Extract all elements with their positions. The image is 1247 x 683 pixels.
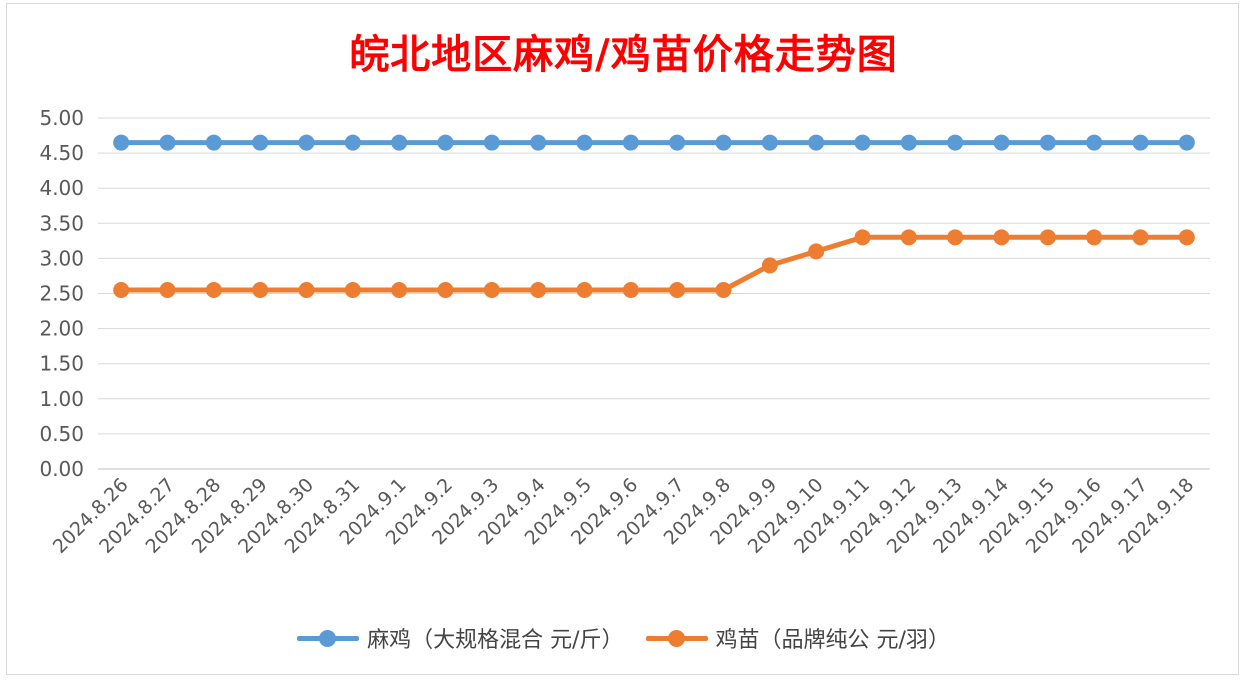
data-point-series-2 [159,281,176,298]
data-point-series-2 [669,281,686,298]
y-tick-label: 2.50 [39,282,84,306]
data-point-series-2 [947,229,964,246]
legend: 麻鸡（大规格混合 元/斤） 鸡苗（品牌纯公 元/羽） [0,622,1247,654]
data-point-series-2 [1086,229,1103,246]
data-point-series-1 [761,134,778,151]
data-point-series-1 [113,134,130,151]
data-point-series-1 [947,134,964,151]
y-tick-label: 0.00 [39,457,84,481]
legend-label-series-1: 麻鸡（大规格混合 元/斤） [367,628,624,653]
data-point-series-1 [159,134,176,151]
data-point-series-2 [715,281,732,298]
data-point-series-2 [205,281,222,298]
data-point-series-2 [761,257,778,274]
data-point-series-1 [344,134,361,151]
data-point-series-1 [483,134,500,151]
data-point-series-2 [808,243,825,260]
data-point-series-2 [900,229,917,246]
data-point-series-2 [1039,229,1056,246]
legend-label-series-2: 鸡苗（品牌纯公 元/羽） [715,628,950,653]
legend-marker-series-2 [645,627,708,649]
y-tick-label: 0.50 [39,422,84,446]
data-point-series-2 [530,281,547,298]
y-tick-label: 4.50 [39,141,84,165]
data-point-series-2 [483,281,500,298]
data-point-series-2 [344,281,361,298]
data-point-series-1 [576,134,593,151]
data-point-series-1 [391,134,408,151]
legend-item-series-2: 鸡苗（品牌纯公 元/羽） [645,622,950,654]
y-tick-label: 1.00 [39,387,84,411]
data-point-series-1 [900,134,917,151]
data-point-series-1 [715,134,732,151]
data-point-series-1 [622,134,639,151]
data-point-series-2 [437,281,454,298]
data-point-series-2 [391,281,408,298]
data-point-series-1 [252,134,269,151]
data-point-series-1 [298,134,315,151]
data-point-series-1 [1132,134,1149,151]
y-tick-label: 3.50 [39,211,84,235]
y-tick-label: 5.00 [39,106,84,130]
data-point-series-2 [854,229,871,246]
data-point-series-2 [993,229,1010,246]
y-tick-label: 3.00 [39,246,84,270]
legend-marker-series-1 [297,627,360,649]
data-point-series-1 [993,134,1010,151]
series-line-2 [118,234,1190,293]
y-tick-label: 1.50 [39,352,84,376]
data-point-series-2 [298,281,315,298]
data-point-series-1 [1178,134,1195,151]
data-point-series-1 [669,134,686,151]
y-tick-label: 2.00 [39,317,84,341]
chart-title: 皖北地区麻鸡/鸡苗价格走势图 [349,31,898,78]
data-point-series-1 [808,134,825,151]
data-point-series-1 [1039,134,1056,151]
data-point-series-1 [437,134,454,151]
data-point-series-1 [205,134,222,151]
data-point-series-1 [1086,134,1103,151]
data-point-series-2 [1178,229,1195,246]
data-point-series-2 [1132,229,1149,246]
data-point-series-2 [576,281,593,298]
data-point-series-1 [530,134,547,151]
chart-area [6,3,1239,675]
data-point-series-2 [113,281,130,298]
data-point-series-2 [622,281,639,298]
data-point-series-2 [252,281,269,298]
legend-item-series-1: 麻鸡（大规格混合 元/斤） [297,622,624,654]
data-point-series-1 [854,134,871,151]
y-tick-label: 4.00 [39,176,84,200]
